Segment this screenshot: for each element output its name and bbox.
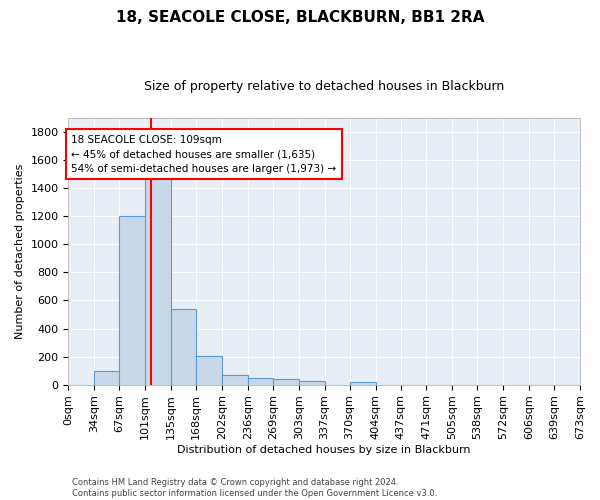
Text: 18, SEACOLE CLOSE, BLACKBURN, BB1 2RA: 18, SEACOLE CLOSE, BLACKBURN, BB1 2RA [116,10,484,25]
Bar [145,177,171,384]
X-axis label: Distribution of detached houses by size in Blackburn: Distribution of detached houses by size … [178,445,471,455]
Text: Contains HM Land Registry data © Crown copyright and database right 2024.
Contai: Contains HM Land Registry data © Crown c… [72,478,437,498]
Bar [94,372,119,384]
Bar [248,378,273,384]
Y-axis label: Number of detached properties: Number of detached properties [15,164,25,339]
Title: Size of property relative to detached houses in Blackburn: Size of property relative to detached ho… [144,80,505,93]
Bar [299,380,325,384]
Bar [350,382,376,384]
Bar [171,309,196,384]
Bar [196,356,222,384]
Bar [273,380,299,384]
Bar [222,375,248,384]
Text: 18 SEACOLE CLOSE: 109sqm
← 45% of detached houses are smaller (1,635)
54% of sem: 18 SEACOLE CLOSE: 109sqm ← 45% of detach… [71,134,337,174]
Bar [119,216,145,384]
